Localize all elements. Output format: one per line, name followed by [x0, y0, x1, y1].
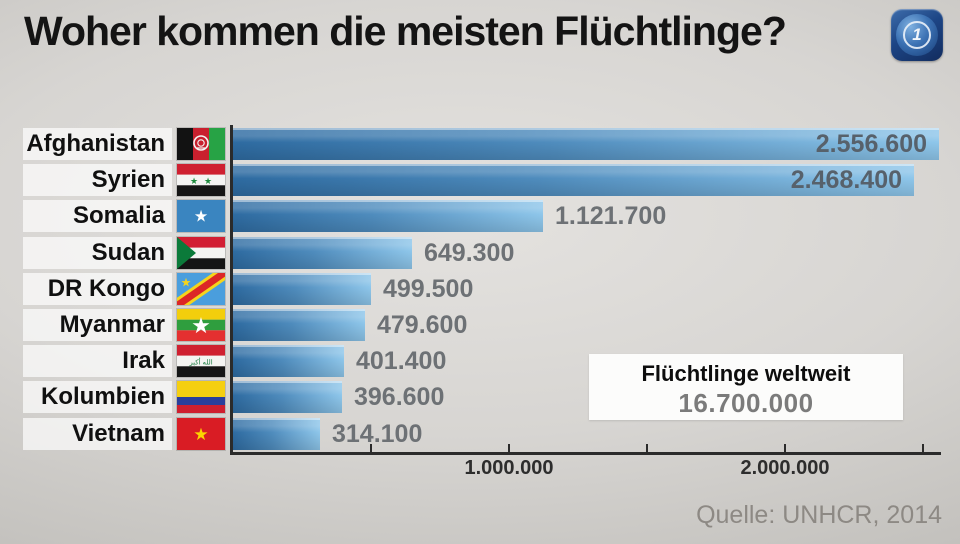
- flag-sudan-icon: [177, 236, 225, 269]
- country-label: Myanmar: [23, 309, 172, 341]
- bar: [233, 381, 342, 414]
- bar-value: 396.600: [354, 383, 445, 412]
- country-label: Sudan: [23, 236, 172, 269]
- svg-text:★: ★: [204, 176, 212, 186]
- world-total-value: 16.700.000: [678, 388, 814, 418]
- x-axis-tick-label: 2.000.000: [740, 457, 830, 479]
- country-label: Somalia: [23, 200, 172, 233]
- chart-row: Irak الله أكبر 401.400: [0, 345, 960, 378]
- bar: [233, 309, 365, 341]
- x-axis-tick-mark: [784, 444, 786, 452]
- x-axis-tick-mark: [508, 444, 510, 452]
- flag-somalia-icon: ★: [177, 200, 225, 233]
- bar-value: 499.500: [383, 274, 474, 303]
- flag-vietnam-icon: ★: [177, 417, 225, 450]
- flag-myanmar-icon: ★: [177, 309, 225, 341]
- svg-text:★: ★: [190, 176, 198, 186]
- svg-text:★: ★: [181, 275, 192, 289]
- svg-text:★: ★: [194, 209, 208, 226]
- svg-text:★: ★: [193, 425, 208, 444]
- chart-row: Myanmar ★ 479.600: [0, 309, 960, 341]
- bar: [233, 236, 412, 269]
- world-total-label: Flüchtlinge weltweit: [641, 361, 851, 386]
- x-axis-tick-mark: [922, 444, 924, 452]
- world-total-box: Flüchtlinge weltweit 16.700.000: [589, 354, 903, 420]
- bar: [233, 128, 939, 160]
- flag-afghanistan-icon: [177, 128, 225, 160]
- x-axis-tick-label: 1.000.000: [464, 457, 554, 479]
- country-label: Irak: [23, 345, 172, 378]
- x-axis-tick-mark: [370, 444, 372, 452]
- chart-row: Sudan 649.300: [0, 236, 960, 269]
- ard-one-ring-icon: 1: [903, 21, 931, 49]
- chart-row: Syrien ★ ★ 2.468.400: [0, 164, 960, 197]
- ard-one-label: 1: [912, 25, 922, 44]
- country-label: DR Kongo: [23, 272, 172, 305]
- svg-text:★: ★: [191, 313, 211, 338]
- flag-dr-congo-icon: ★: [177, 272, 225, 305]
- bar-value: 2.556.600: [815, 130, 927, 158]
- x-axis-line: [230, 452, 941, 455]
- y-axis-line: [230, 125, 233, 454]
- country-label: Kolumbien: [23, 381, 172, 414]
- bar-value: 649.300: [424, 238, 515, 267]
- country-label: Vietnam: [23, 417, 172, 450]
- flag-iraq-icon: الله أكبر: [177, 345, 225, 378]
- flag-syria-icon: ★ ★: [177, 164, 225, 197]
- bar-value: 2.468.400: [790, 166, 902, 195]
- chart-row: DR Kongo ★ 499.500: [0, 272, 960, 305]
- page-title: Woher kommen die meisten Flüchtlinge?: [24, 8, 787, 54]
- chart-row: Somalia ★ 1.121.700: [0, 200, 960, 233]
- bar: [233, 345, 344, 378]
- x-axis-tick-mark: [646, 444, 648, 452]
- bar-value: 401.400: [356, 347, 447, 376]
- flag-colombia-icon: [177, 381, 225, 414]
- bar: [233, 200, 543, 233]
- chart-row: Afghanistan 2.556.600: [0, 128, 960, 160]
- bar: [233, 272, 371, 305]
- country-label: Afghanistan: [23, 128, 172, 160]
- chart-row: Vietnam ★ 314.100: [0, 417, 960, 450]
- bar-value: 1.121.700: [555, 202, 667, 231]
- chart-row: Kolumbien 396.600: [0, 381, 960, 414]
- source-credit: Quelle: UNHCR, 2014: [696, 501, 942, 529]
- ard-tagesschau-logo-icon: 1: [891, 9, 943, 61]
- bar-value: 479.600: [377, 311, 468, 339]
- svg-text:الله أكبر: الله أكبر: [188, 357, 212, 367]
- bar-value: 314.100: [332, 419, 423, 448]
- bar: [233, 417, 320, 450]
- bar: [233, 164, 914, 197]
- country-label: Syrien: [23, 164, 172, 197]
